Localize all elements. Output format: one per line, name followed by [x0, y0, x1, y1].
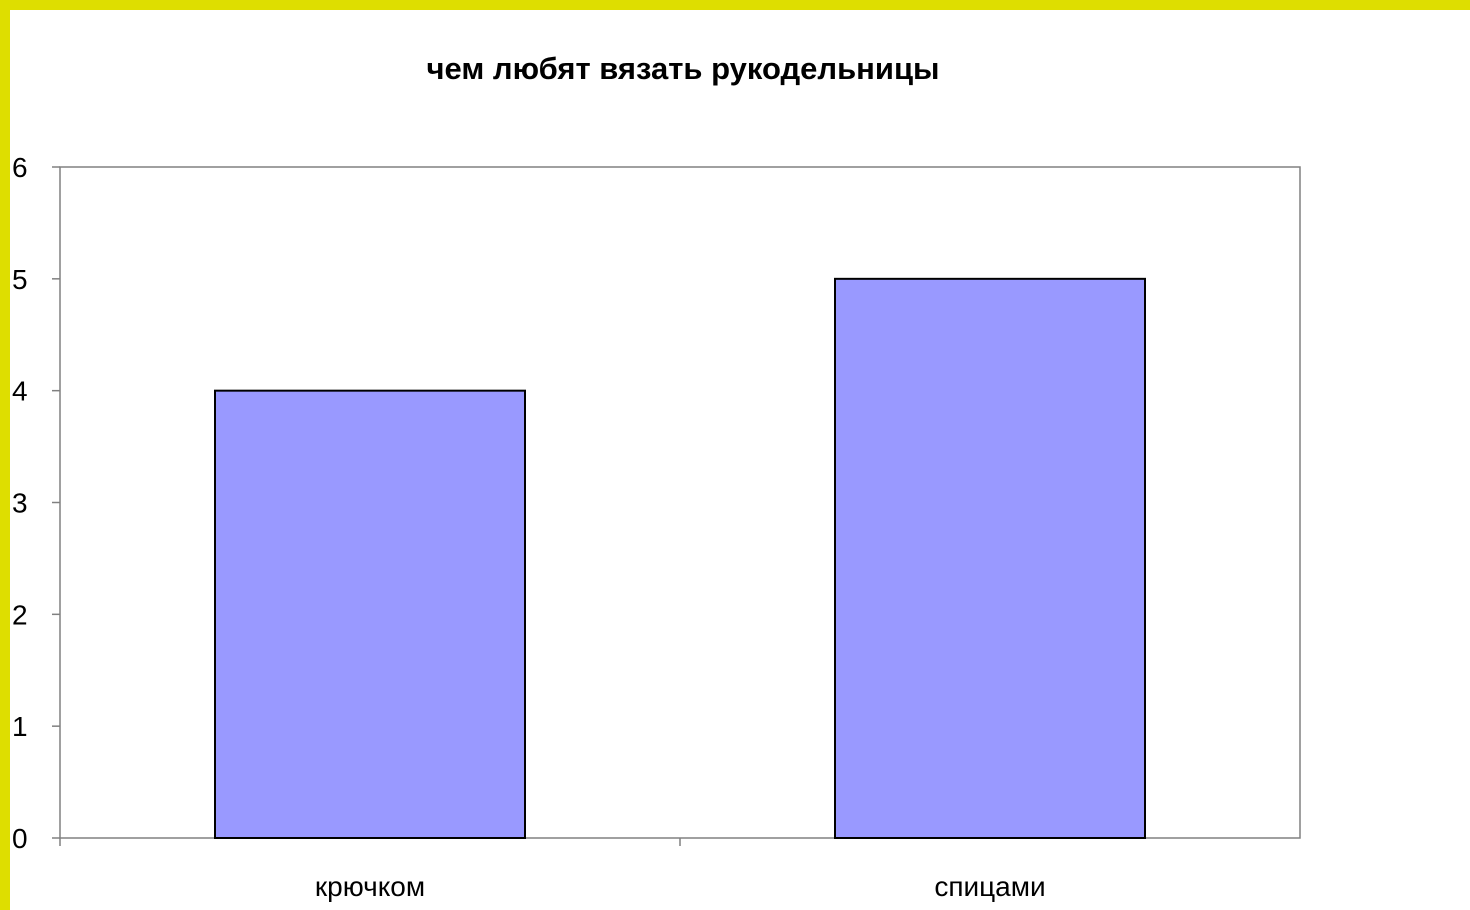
category-label: спицами	[934, 871, 1045, 902]
x-axis: крючком спицами	[59, 838, 1046, 902]
y-axis: 0 1 2 3 4 5 6	[12, 152, 60, 854]
bars	[214, 277, 1146, 840]
bar-1	[834, 277, 1146, 840]
y-tick-label: 5	[12, 264, 28, 295]
y-tick-label: 0	[12, 823, 28, 854]
bar-0	[214, 389, 526, 839]
y-tick-label: 2	[12, 599, 28, 630]
y-tick-label: 6	[12, 152, 28, 183]
category-label: крючком	[315, 871, 425, 902]
chart-title: чем любят вязать рукодельницы	[427, 51, 940, 86]
y-tick-label: 4	[12, 376, 28, 407]
y-tick-label: 3	[12, 488, 28, 519]
y-tick-label: 1	[12, 711, 28, 742]
